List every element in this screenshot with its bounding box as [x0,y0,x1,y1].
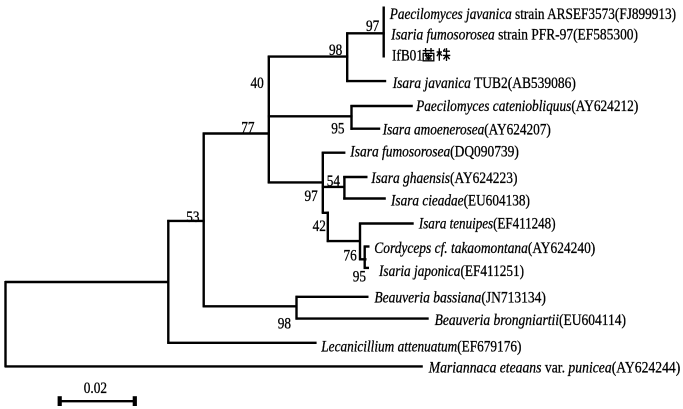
svg-text:53: 53 [186,209,199,226]
svg-text:95: 95 [331,120,344,137]
svg-text:Cordyceps cf. takaomontana(AY6: Cordyceps cf. takaomontana(AY624240) [374,240,595,257]
svg-text:Paecilomyces cateniobliquus(AY: Paecilomyces cateniobliquus(AY624212) [415,98,638,115]
svg-text:Isara tenuipes(EF411248): Isara tenuipes(EF411248) [418,215,556,233]
svg-text:Isaria fumosorosea strain PFR-: Isaria fumosorosea strain PFR-97(EF58530… [390,26,638,43]
svg-text:Isara cieadae(EU604138): Isara cieadae(EU604138) [390,193,530,210]
svg-text:Isara fumosorosea(DQ090739): Isara fumosorosea(DQ090739) [349,144,518,161]
svg-text:Isaria japonica(EF411251): Isaria japonica(EF411251) [378,263,524,280]
svg-text:IfB01: IfB01 [392,47,423,64]
svg-text:98: 98 [329,42,342,59]
svg-text:42: 42 [313,218,326,235]
svg-text:Isara ghaensis(AY624223): Isara ghaensis(AY624223) [370,170,517,187]
svg-text:Beauveria brongniartii(EU60411: Beauveria brongniartii(EU604114) [435,312,627,329]
svg-text:Beauveria bassiana(JN713134): Beauveria bassiana(JN713134) [374,290,546,307]
svg-text:54: 54 [327,173,341,190]
svg-text:76: 76 [344,247,357,264]
svg-text:97: 97 [366,18,379,35]
svg-text:95: 95 [353,268,366,285]
svg-text:Isara amoenerosea(AY624207): Isara amoenerosea(AY624207) [382,121,551,138]
svg-text:98: 98 [278,315,291,332]
svg-text:0.02: 0.02 [84,380,107,397]
svg-text:97: 97 [305,188,318,205]
svg-text:77: 77 [241,119,254,136]
svg-text:Mariannaca eteaans var. punice: Mariannaca eteaans var. punicea(AY624244… [428,359,681,376]
svg-text:Paecilomyces javanica strain A: Paecilomyces javanica strain ARSEF3573(F… [389,6,676,23]
svg-text:Isara javanica TUB2(AB539086): Isara javanica TUB2(AB539086) [392,75,576,92]
svg-text:40: 40 [251,75,264,92]
svg-text:Lecanicillium attenuatum(EF679: Lecanicillium attenuatum(EF679176) [320,338,521,355]
